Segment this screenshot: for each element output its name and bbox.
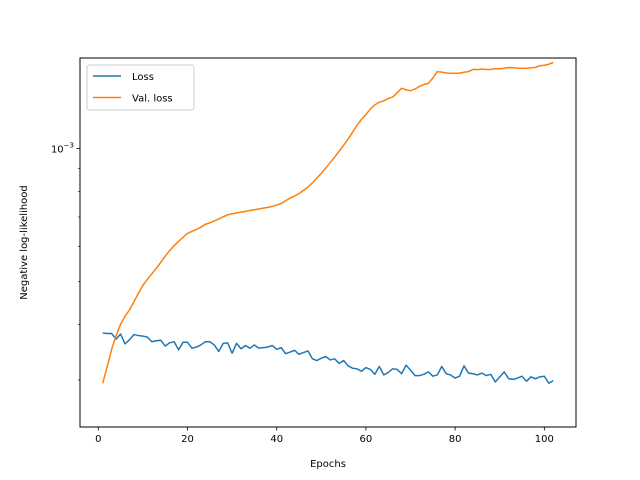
y-axis-label: Negative log-likelihood bbox=[19, 185, 30, 300]
x-axis-label: Epochs bbox=[310, 459, 346, 470]
x-tick-label: 0 bbox=[95, 434, 101, 445]
x-tick-label: 40 bbox=[270, 434, 283, 445]
x-tick-label: 60 bbox=[360, 434, 373, 445]
axes-frame bbox=[79, 57, 577, 428]
series-line-1 bbox=[102, 61, 554, 384]
y-axis: 10−3 bbox=[51, 141, 80, 381]
x-tick-label: 20 bbox=[181, 434, 194, 445]
series-line-0 bbox=[102, 332, 554, 385]
x-tick-label: 100 bbox=[535, 434, 554, 445]
plot-area bbox=[102, 61, 554, 385]
x-tick-label: 80 bbox=[449, 434, 462, 445]
legend-label-1: Val. loss bbox=[132, 94, 173, 105]
x-axis: 0 20 40 60 80 100 bbox=[95, 427, 554, 445]
legend: Loss Val. loss bbox=[86, 64, 195, 111]
legend-label-0: Loss bbox=[132, 72, 154, 83]
y-tick-label: 10−3 bbox=[51, 141, 74, 155]
